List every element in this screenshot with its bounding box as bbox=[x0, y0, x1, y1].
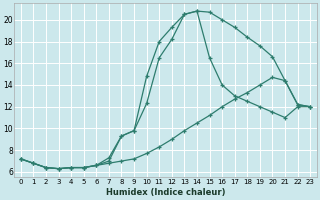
X-axis label: Humidex (Indice chaleur): Humidex (Indice chaleur) bbox=[106, 188, 225, 197]
